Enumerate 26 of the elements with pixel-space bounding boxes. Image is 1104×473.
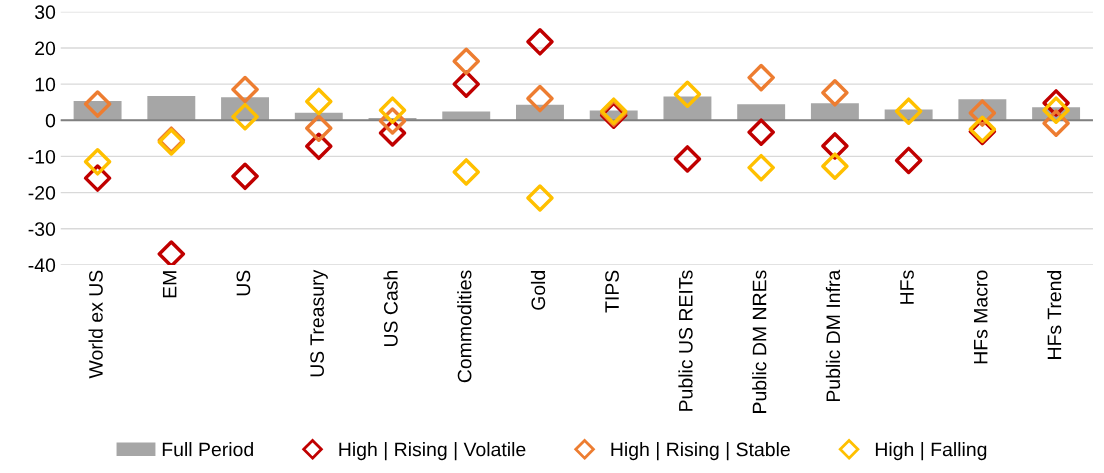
y-tick-label: -20 (28, 186, 56, 200)
x-tick-label: HFs Trend (1047, 270, 1062, 359)
x-tick-label: Public DM NREs (752, 270, 767, 413)
x-tick-label: World ex US (88, 270, 103, 379)
x-tick-label: Commodities (457, 270, 472, 383)
x-tick-label: TIPS (605, 270, 619, 313)
x-tick-label: Public DM Infra (825, 269, 841, 402)
y-tick-label: 10 (35, 77, 56, 92)
x-tick-label: HFs Macro (974, 270, 988, 364)
y-tick-label: -30 (28, 222, 56, 236)
y-tick-label: 30 (34, 5, 56, 20)
legend-label: High | Falling (875, 442, 987, 461)
y-tick-label: 20 (35, 41, 56, 56)
x-tick-label: EM (162, 271, 177, 298)
y-tick-label: -10 (28, 149, 56, 164)
x-tick-label: Public US REITs (678, 270, 693, 411)
x-tick-label: US Cash (383, 271, 398, 347)
legend-label: Full Period (162, 442, 253, 457)
y-tick-label: 0 (45, 113, 56, 128)
y-tick-label: -40 (28, 258, 56, 273)
legend-label: High | Rising | Volatile (339, 442, 526, 461)
x-tick-label: US Treasury (310, 269, 328, 377)
x-tick-label: Gold (530, 270, 546, 310)
x-tick-label: HFs (900, 270, 914, 304)
legend-label: High | Rising | Stable (611, 442, 790, 461)
x-tick-label: US (236, 270, 251, 296)
